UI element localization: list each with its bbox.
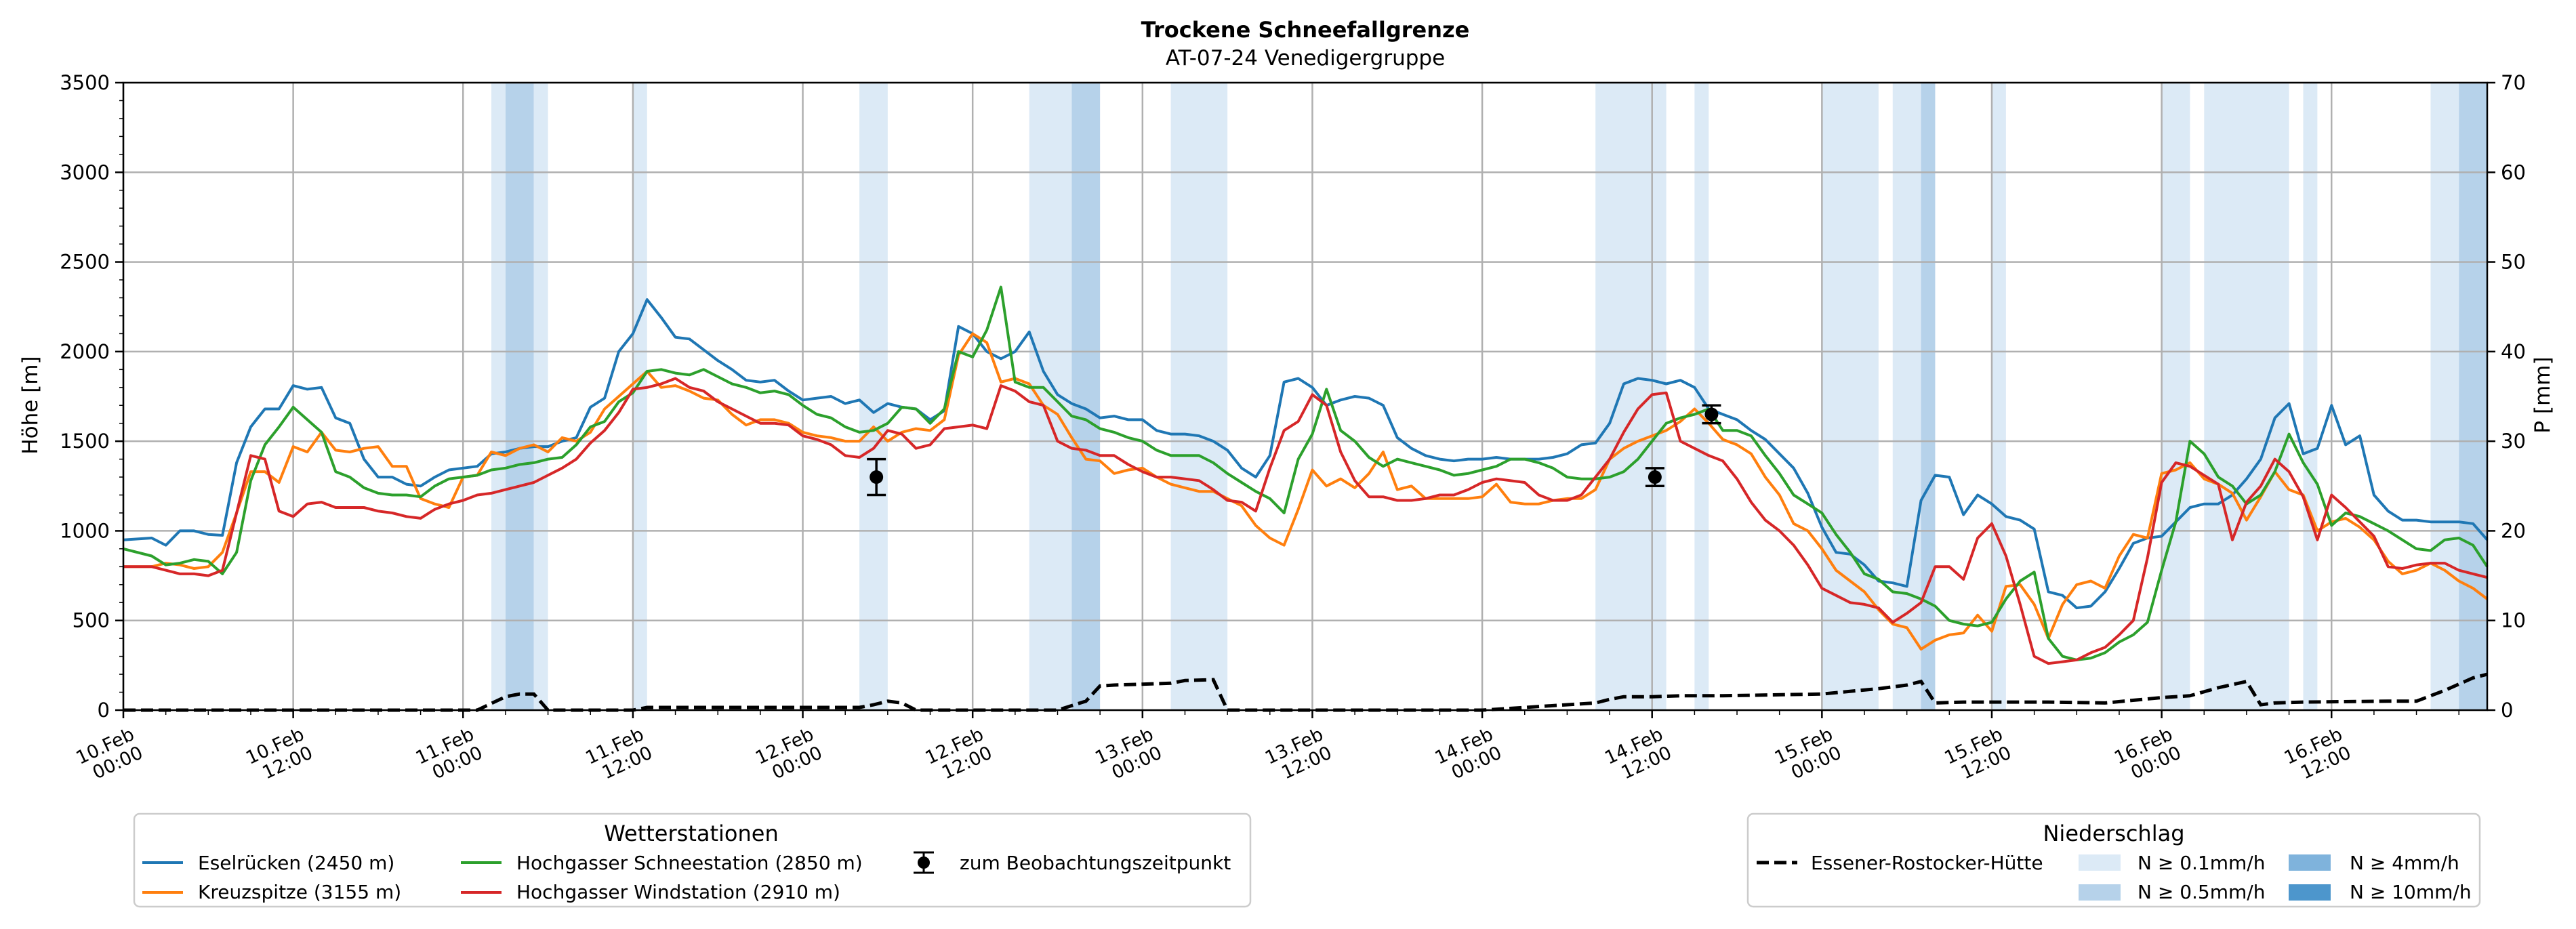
precip-band-1: [505, 83, 534, 710]
y2-axis-label: P [mm]: [2531, 356, 2555, 433]
y-tick-label-0: 0: [98, 699, 110, 722]
x-tick-label-9: 14.Feb12:00: [1601, 724, 1675, 787]
y-tick-label-5: 2500: [60, 251, 110, 274]
legend-swatch-level-01: [2079, 854, 2121, 871]
y-tick-label-3: 1500: [60, 430, 110, 453]
legend-precip: Niederschlag Essener-Rostocker-Hütte N ≥…: [1746, 812, 2481, 908]
x-tick-label-2: 11.Feb00:00: [413, 724, 486, 787]
x-tick-label-5: 12.Feb12:00: [922, 724, 996, 787]
legend-swatch-level-05: [2079, 884, 2121, 901]
chart-subtitle: AT-07-24 Venedigergruppe: [1166, 46, 1445, 70]
series-line-0: [123, 298, 2489, 610]
precip-band-3: [632, 83, 647, 710]
y-tick-label-6: 3000: [60, 161, 110, 184]
precip-band-2: [533, 83, 548, 710]
precip-band-7: [1170, 83, 1228, 710]
precip-band-0: [491, 83, 506, 710]
y-tick-label-2: 1000: [60, 519, 110, 542]
y-axis-label: Höhe [m]: [18, 356, 43, 454]
x-tick-label-0: 10.Feb00:00: [73, 724, 146, 787]
y-tick-label-4: 2000: [60, 340, 110, 363]
x-tick-label-6: 13.Feb00:00: [1092, 724, 1165, 787]
x-tick-label-8: 14.Feb00:00: [1432, 724, 1505, 787]
legend-label-observation: zum Beobachtungszeitpunkt: [960, 852, 1231, 874]
x-tick-label-12: 16.Feb00:00: [2111, 724, 2184, 787]
legend-swatch-level-4: [2289, 854, 2331, 871]
x-tick-label-10: 15.Feb00:00: [1772, 724, 1845, 787]
x-tick-label-7: 13.Feb12:00: [1262, 724, 1335, 787]
legend-label-level-4: N ≥ 4mm/h: [2350, 852, 2459, 874]
precip-band-10: [1822, 83, 1879, 710]
precip-band-8: [1595, 83, 1667, 710]
y2-tick-label-0: 0: [2501, 699, 2513, 722]
precip-band-15: [2204, 83, 2289, 710]
series-line-1: [123, 332, 2489, 651]
legend-label-level-10: N ≥ 10mm/h: [2350, 881, 2472, 903]
legend-precip-title: Niederschlag: [2043, 821, 2184, 846]
grid-lines: [122, 81, 2487, 711]
plot-frame: [122, 81, 2489, 711]
y2-tick-label-4: 40: [2501, 340, 2526, 363]
observation-marker-0: [867, 457, 886, 497]
legend-label-level-01: N ≥ 0.1mm/h: [2138, 852, 2265, 874]
observation-point-0: [870, 470, 884, 484]
legend-label-eselruecken: Eselrücken (2450 m): [198, 852, 394, 874]
observation-marker-1: [1645, 467, 1664, 488]
legend-observation-marker: [914, 851, 934, 874]
precip-group: [123, 672, 2488, 712]
chart-title: Trockene Schneefallgrenze: [1141, 17, 1470, 43]
legend-label-schneestation: Hochgasser Schneestation (2850 m): [516, 852, 863, 874]
legend-stations-title: Wetterstationen: [604, 821, 778, 846]
precip-band-14: [2161, 83, 2190, 710]
observation-point-1: [1648, 470, 1662, 484]
observations-group: [867, 404, 1721, 497]
y2-tick-label-2: 20: [2501, 519, 2526, 542]
legend-label-level-05: N ≥ 0.5mm/h: [2138, 881, 2265, 903]
y2-tick-label-3: 30: [2501, 430, 2526, 453]
precip-band-12: [1921, 83, 1936, 710]
observation-point-2: [1704, 407, 1719, 421]
y2-tick-label-6: 60: [2501, 161, 2526, 184]
x-tick-label-13: 16.Feb12:00: [2281, 724, 2354, 787]
legend-swatch-level-10: [2289, 884, 2331, 901]
x-tick-label-11: 15.Feb12:00: [1942, 724, 2015, 787]
y-tick-label-7: 3500: [60, 71, 110, 94]
series-line-2: [123, 285, 2489, 661]
observation-marker-2: [1702, 404, 1721, 425]
series-line-3: [123, 377, 2488, 665]
legend-stations: Wetterstationen Eselrücken (2450 m) Kreu…: [133, 812, 1252, 908]
y2-tick-label-5: 50: [2501, 251, 2526, 274]
precip-band-11: [1892, 83, 1921, 710]
x-tick-label-1: 10.Feb12:00: [243, 724, 316, 787]
x-tick-label-4: 12.Feb00:00: [752, 724, 825, 787]
x-tick-label-3: 11.Feb12:00: [583, 724, 656, 787]
precip-band-13: [1991, 83, 2006, 710]
legend-label-precip-line: Essener-Rostocker-Hütte: [1811, 852, 2043, 874]
precip-band-4: [859, 83, 888, 710]
series-group: [123, 285, 2489, 665]
y-tick-label-1: 500: [73, 609, 110, 632]
y2-tick-label-7: 70: [2501, 71, 2526, 94]
axes-group: 0 500 1000 1500 2000 2500 3000 3500 0 10 20 30 40 50 6…: [60, 71, 2526, 787]
precip-band-18: [2459, 83, 2487, 710]
precip-band-17: [2430, 83, 2459, 710]
legend-label-windstation: Hochgasser Windstation (2910 m): [516, 881, 840, 903]
y2-tick-label-1: 10: [2501, 609, 2526, 632]
legend-label-kreuzspitze: Kreuzspitze (3155 m): [198, 881, 401, 903]
precip-band-6: [1071, 83, 1101, 710]
precip-line: [123, 672, 2488, 712]
legend-stations-box: [133, 812, 1252, 908]
precip-band-16: [2303, 83, 2318, 710]
